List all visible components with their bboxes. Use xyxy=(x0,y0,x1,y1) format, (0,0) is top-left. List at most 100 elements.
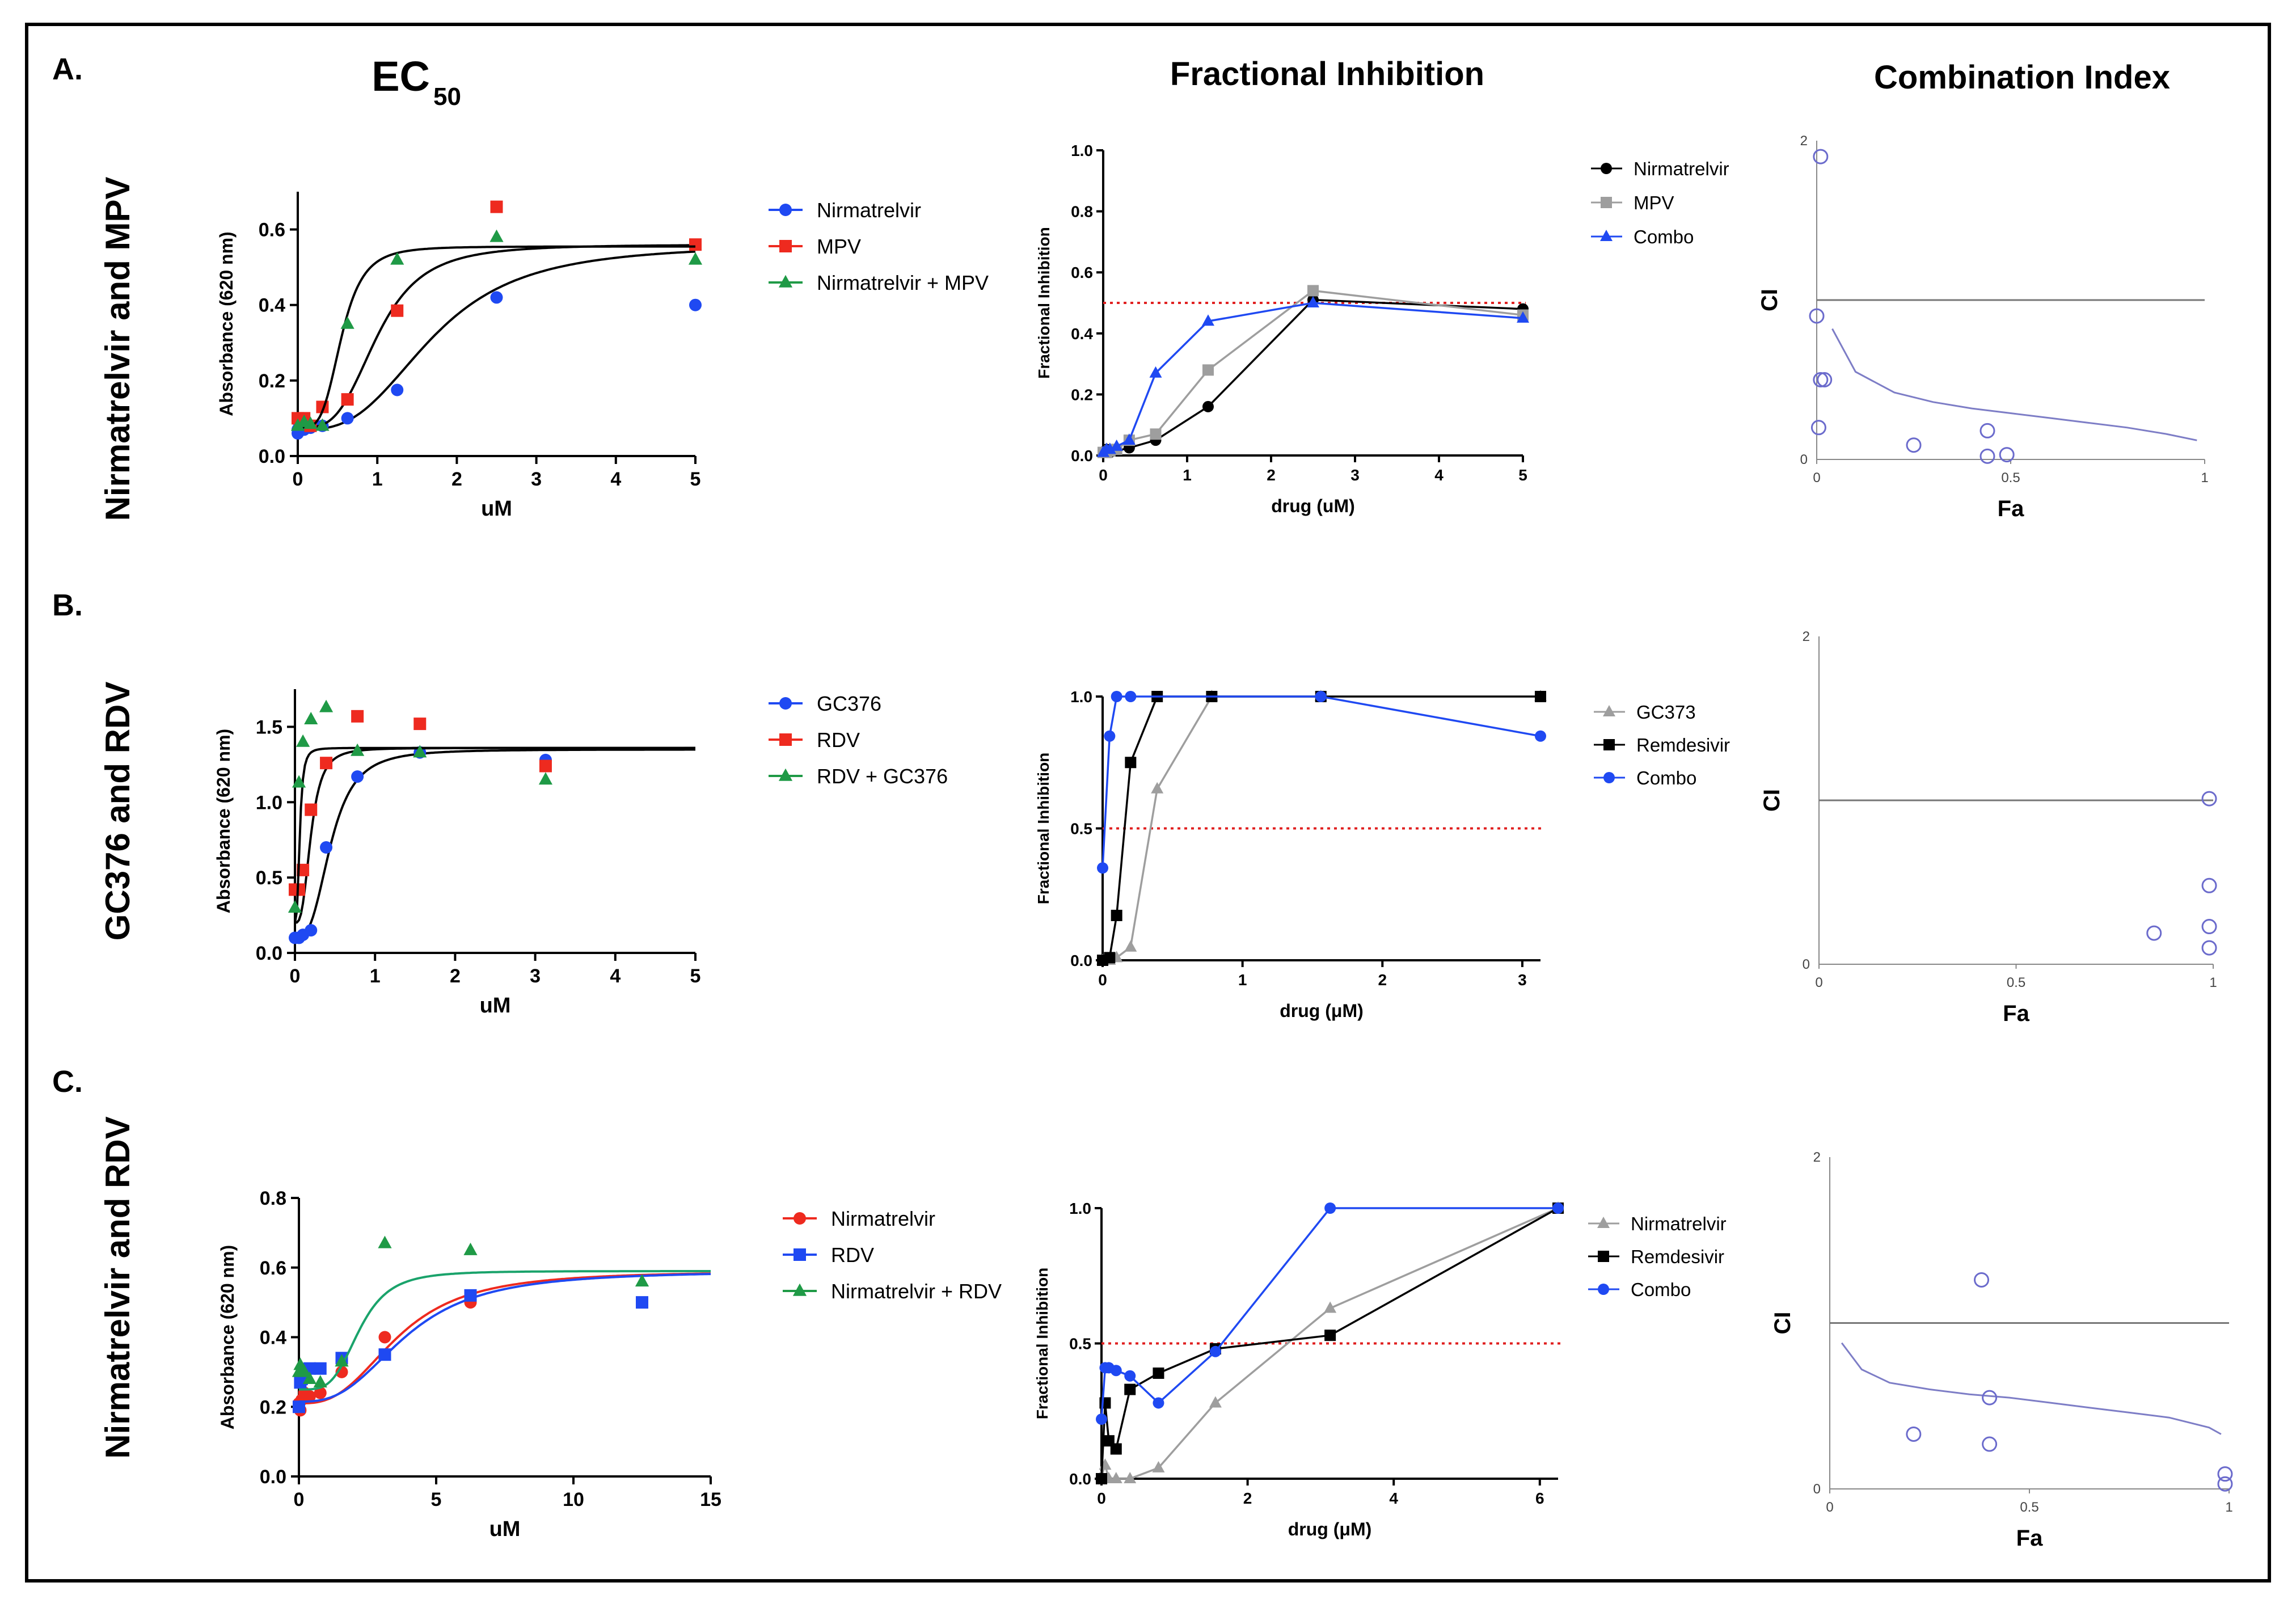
ci-fit-curve xyxy=(1841,1342,2222,1435)
y-tick-label: 0.2 xyxy=(259,370,285,392)
legend-label: Nirmatrelvir xyxy=(831,1207,935,1230)
legend-marker xyxy=(778,275,793,288)
legend-label: Combo xyxy=(1634,226,1694,247)
data-point xyxy=(314,1362,327,1375)
legend-marker xyxy=(1603,772,1615,783)
row-title-c: Nirmatrelvir and RDV xyxy=(99,1116,137,1459)
series-line-mpv xyxy=(1103,289,1523,454)
ci-point xyxy=(1999,447,2015,463)
x-tick-label: 4 xyxy=(610,965,621,987)
legend-marker xyxy=(779,204,792,216)
x-tick-label: 4 xyxy=(610,469,621,490)
data-point xyxy=(1096,1473,1107,1484)
y-tick-label: 0.6 xyxy=(1071,264,1093,281)
data-point xyxy=(1099,1397,1111,1409)
ci-point xyxy=(1809,308,1825,324)
legend-marker xyxy=(1600,230,1613,241)
x-tick-label: 2 xyxy=(1378,971,1387,989)
legend-label: Combo xyxy=(1631,1279,1691,1300)
data-point xyxy=(1153,1397,1164,1409)
ci-point xyxy=(1817,372,1833,387)
data-point xyxy=(1202,400,1214,412)
data-point xyxy=(319,699,334,712)
legend-marker xyxy=(792,1283,807,1296)
data-point xyxy=(1125,691,1137,702)
chart-panels: 0 1 2 3 4 5 0.0 0.2 0.4 0.6 uM Absorbance (620 nm) N… xyxy=(213,133,2233,1551)
y-axis-label: CI xyxy=(1757,289,1782,311)
data-point xyxy=(315,418,330,431)
fit-curve-nirmatrelvir xyxy=(298,250,696,431)
data-point xyxy=(335,1354,349,1367)
x-axis-label: drug (μM) xyxy=(1280,1001,1364,1021)
legend-marker xyxy=(779,240,792,252)
x-tick-label: 5 xyxy=(431,1489,442,1510)
ci-chart-1: 0 0.5 1 0 2 Fa CI xyxy=(1759,629,2217,1026)
data-point xyxy=(313,1375,327,1388)
y-axis-label: Fractional Inhibition xyxy=(1035,227,1053,379)
x-tick-label: 3 xyxy=(1350,466,1360,484)
data-point xyxy=(1209,1396,1222,1408)
x-tick-label: 1 xyxy=(1183,466,1192,484)
x-tick-label: 1 xyxy=(2201,470,2208,486)
data-point xyxy=(1150,428,1162,440)
legend-marker xyxy=(794,1248,806,1261)
fit-curve-nirmatrelvir xyxy=(299,1272,711,1405)
data-point xyxy=(1111,909,1122,921)
y-tick-label: 0.5 xyxy=(1070,820,1092,838)
data-point xyxy=(378,1331,391,1344)
x-tick-label: 2 xyxy=(451,469,462,490)
data-point xyxy=(1209,1345,1221,1357)
x-tick-label: 2 xyxy=(1267,466,1276,484)
legend-label: Combo xyxy=(1636,767,1696,788)
data-point xyxy=(413,718,427,731)
y-axis-label: Fractional Inhibition xyxy=(1035,753,1052,905)
data-point xyxy=(293,883,306,896)
ci-point xyxy=(1974,1272,1990,1288)
column-title-fractional-inhibition: Fractional Inhibition xyxy=(1170,56,1484,92)
x-tick-label: 5 xyxy=(690,469,701,490)
data-point xyxy=(351,710,364,723)
y-tick-label: 2 xyxy=(1800,133,1808,149)
y-tick-label: 1.0 xyxy=(1069,1200,1091,1217)
data-point xyxy=(314,1386,327,1399)
data-point xyxy=(1307,296,1319,307)
x-tick-label: 10 xyxy=(563,1489,584,1510)
y-tick-label: 0 xyxy=(1800,452,1808,467)
ci-point xyxy=(1980,448,1995,464)
legend-label: RDV xyxy=(817,728,860,752)
series-line-combo xyxy=(1100,1207,1558,1420)
panel-label-a: A. xyxy=(52,52,83,86)
y-tick-label: 2 xyxy=(1803,629,1810,644)
ci-point xyxy=(2201,877,2217,893)
x-tick-label: 1 xyxy=(370,965,381,987)
legend-marker xyxy=(1598,1284,1609,1295)
x-tick-label: 0 xyxy=(1098,971,1107,989)
fit-curve-nirmatrelvir-mpv xyxy=(298,245,695,429)
fit-curve-rdv-gc376 xyxy=(294,746,695,923)
data-point xyxy=(1096,1413,1107,1425)
legend-marker xyxy=(779,697,792,710)
x-tick-label: 2 xyxy=(1243,1489,1252,1507)
x-tick-label: 4 xyxy=(1434,466,1444,484)
legend-marker xyxy=(1601,197,1612,208)
data-point xyxy=(1324,1301,1337,1313)
data-point xyxy=(351,743,365,756)
data-point xyxy=(490,291,503,304)
x-axis-label: uM xyxy=(480,994,511,1018)
legend-marker xyxy=(779,733,792,746)
y-axis-label: Absorbance (620 nm) xyxy=(216,231,237,416)
x-tick-label: 0 xyxy=(1097,1489,1106,1507)
ci-point xyxy=(2201,919,2217,935)
x-tick-label: 3 xyxy=(1518,971,1527,989)
data-point xyxy=(340,316,354,329)
data-point xyxy=(1122,433,1136,445)
data-point xyxy=(1152,1461,1165,1472)
x-axis-label: uM xyxy=(481,497,512,521)
legend-marker xyxy=(794,1212,806,1225)
y-tick-label: 0.8 xyxy=(260,1188,286,1209)
data-point xyxy=(1315,691,1327,702)
legend-marker xyxy=(1603,739,1615,750)
y-tick-label: 0.6 xyxy=(259,220,285,241)
x-tick-label: 0 xyxy=(1826,1500,1833,1515)
data-point xyxy=(1124,1370,1136,1382)
